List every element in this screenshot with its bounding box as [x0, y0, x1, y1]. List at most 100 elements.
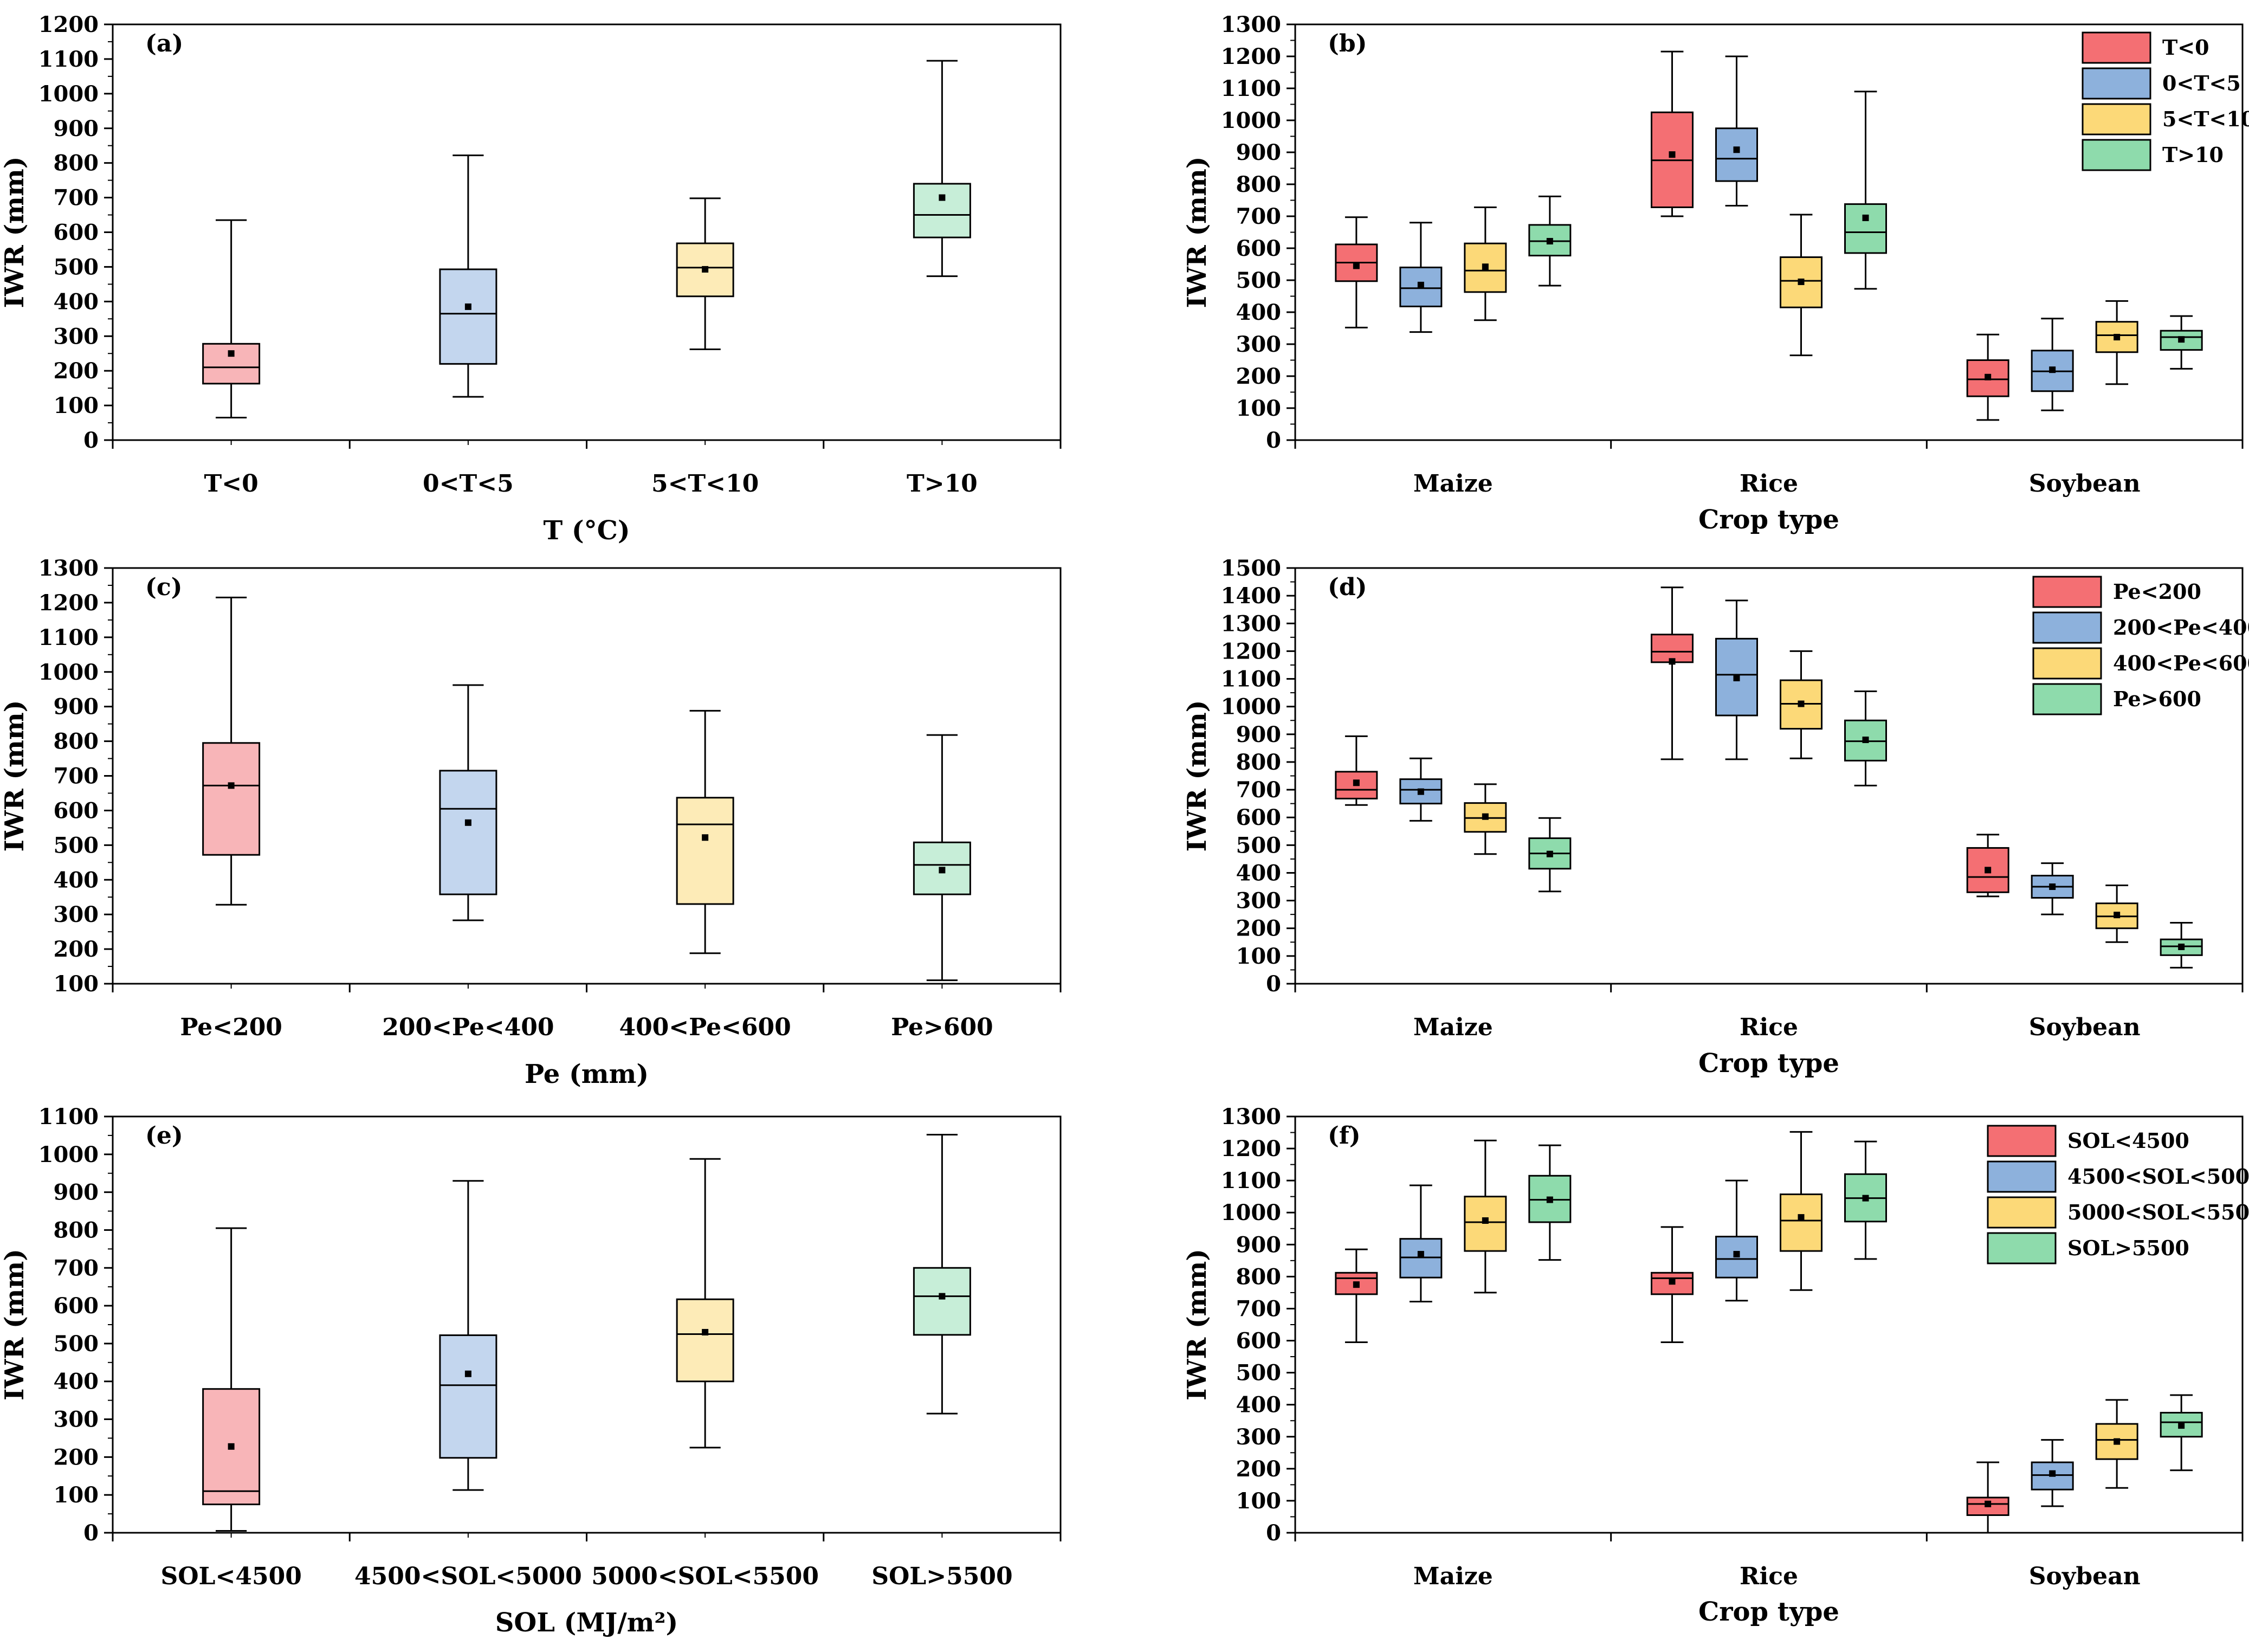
y-tick-label: 600 — [1236, 236, 1282, 261]
box-Soybean-1-mean-marker — [2049, 883, 2056, 890]
box-Rice-2-mean-marker — [1798, 700, 1805, 707]
y-tick-label: 700 — [54, 1255, 99, 1281]
box-Soybean-1-mean-marker — [2049, 366, 2056, 373]
box-SOL>5500-mean-marker — [939, 1293, 946, 1300]
y-tick-label: 1000 — [1221, 694, 1281, 720]
box-Maize-1-mean-marker — [1417, 1251, 1424, 1258]
x-category-label: 5<T<10 — [651, 470, 759, 498]
x-category-label: Maize — [1413, 1014, 1493, 1041]
panel-title: (d) — [1328, 573, 1367, 601]
box-Maize-3-mean-marker — [1546, 1196, 1553, 1203]
box-Rice-3-mean-marker — [1862, 214, 1869, 221]
box-4500<SOL<5000-mean-marker — [464, 1370, 471, 1377]
box-Rice-1-mean-marker — [1733, 674, 1740, 681]
y-tick-label: 1000 — [1221, 108, 1281, 133]
panel-title: (e) — [145, 1122, 183, 1150]
box-Maize-1-mean-marker — [1417, 281, 1424, 288]
box-Maize-3-mean-marker — [1546, 850, 1553, 857]
y-tick-label: 800 — [54, 151, 99, 176]
box-Maize-0-box — [1335, 1272, 1378, 1295]
y-tick-label: 800 — [1236, 750, 1282, 775]
y-tick-label: 1000 — [1221, 1200, 1281, 1225]
legend-swatch — [1987, 1232, 2057, 1264]
y-tick-label: 400 — [1236, 300, 1282, 325]
box-Soybean-0-box — [1966, 847, 2009, 893]
panel-title: (c) — [145, 573, 182, 601]
box-Maize-0-mean-marker — [1353, 1281, 1360, 1288]
legend-label: 5<T<10 — [2162, 107, 2249, 131]
panel-f-chart: 0 100 200 300 400 500 600 700 800 900 1000 1100 1200… — [1182, 1104, 2249, 1627]
x-category-label: Rice — [1740, 1014, 1798, 1041]
box-Rice-1-box — [1715, 637, 1758, 717]
legend-swatch — [2082, 139, 2151, 171]
y-axis-label: IWR (mm) — [1182, 157, 1212, 308]
box-Rice-0-box — [1651, 634, 1694, 663]
box-4500<SOL<5000-box — [439, 1334, 497, 1459]
legend-label: 400<Pe<600 — [2113, 651, 2249, 675]
box-5000<SOL<5500-mean-marker — [702, 1328, 709, 1335]
box-Soybean-1-mean-marker — [2049, 1470, 2056, 1477]
box-Rice-1-box — [1715, 127, 1758, 182]
legend-label: SOL>5500 — [2067, 1236, 2189, 1260]
y-tick-label: 500 — [54, 1331, 99, 1357]
y-tick-label: 300 — [54, 324, 99, 349]
y-tick-label: 600 — [1236, 1328, 1282, 1354]
box-T>10-box — [913, 183, 971, 238]
box-Soybean-0-mean-marker — [1985, 373, 1992, 380]
x-category-label: 0<T<5 — [423, 470, 514, 498]
x-category-label: Soybean — [2029, 470, 2141, 498]
box-Pe<200-mean-marker — [228, 782, 235, 789]
y-tick-label: 1200 — [1221, 1136, 1281, 1161]
y-tick-label: 1100 — [38, 625, 99, 650]
x-category-label: 4500<SOL<5000 — [354, 1563, 582, 1590]
y-tick-label: 100 — [54, 393, 99, 418]
y-tick-label: 400 — [1236, 1392, 1282, 1418]
y-tick-label: 0 — [1266, 1520, 1281, 1546]
box-Rice-2-mean-marker — [1798, 1214, 1805, 1221]
panel-c-chart: 100 200 300 400 500 600 700 800 900 1000 1100 1200 1… — [0, 556, 1062, 1089]
y-tick-label: 300 — [54, 1407, 99, 1432]
panel-title: (f) — [1328, 1122, 1361, 1150]
y-tick-label: 1300 — [1221, 611, 1281, 636]
y-tick-label: 500 — [54, 254, 99, 280]
y-tick-label: 100 — [1236, 396, 1282, 421]
y-tick-label: 800 — [1236, 172, 1282, 197]
box-Maize-0-mean-marker — [1353, 262, 1360, 269]
y-tick-label: 1100 — [1221, 76, 1281, 101]
y-tick-label: 400 — [1236, 860, 1282, 886]
y-tick-label: 500 — [1236, 833, 1282, 858]
y-tick-label: 1300 — [1221, 12, 1281, 37]
legend-label: T<0 — [2162, 35, 2209, 60]
y-tick-label: 100 — [1236, 1488, 1282, 1514]
legend-swatch — [2082, 31, 2151, 64]
legend-swatch — [1987, 1196, 2057, 1229]
box-Soybean-0-mean-marker — [1985, 1500, 1992, 1507]
y-tick-label: 200 — [54, 358, 99, 384]
legend-swatch — [1987, 1125, 2057, 1157]
x-axis-label: SOL (MJ/m²) — [495, 1608, 678, 1638]
y-tick-label: 1100 — [38, 1104, 99, 1130]
y-tick-label: 900 — [1236, 1232, 1282, 1257]
legend-swatch — [2082, 67, 2151, 100]
box-SOL>5500-box — [913, 1267, 971, 1336]
box-Soybean-3-mean-marker — [2178, 1422, 2185, 1429]
y-tick-label: 1300 — [38, 556, 99, 581]
legend-label: 0<T<5 — [2162, 71, 2241, 95]
legend-label: T>10 — [2162, 143, 2224, 167]
legend-label: 4500<SOL<5000 — [2067, 1164, 2249, 1189]
x-category-label: Maize — [1413, 470, 1493, 498]
y-tick-label: 600 — [1236, 805, 1282, 830]
legend-swatch — [2032, 611, 2102, 644]
y-tick-label: 400 — [54, 289, 99, 314]
legend-swatch — [1987, 1160, 2057, 1193]
box-SOL<4500-mean-marker — [228, 1443, 235, 1450]
x-category-label: Soybean — [2029, 1014, 2141, 1041]
y-tick-label: 900 — [54, 694, 99, 720]
y-tick-label: 200 — [1236, 916, 1282, 941]
box-400<Pe<600-box — [676, 797, 734, 905]
box-Maize-1-box — [1399, 266, 1443, 307]
y-tick-label: 900 — [54, 116, 99, 141]
y-tick-label: 100 — [54, 1482, 99, 1508]
